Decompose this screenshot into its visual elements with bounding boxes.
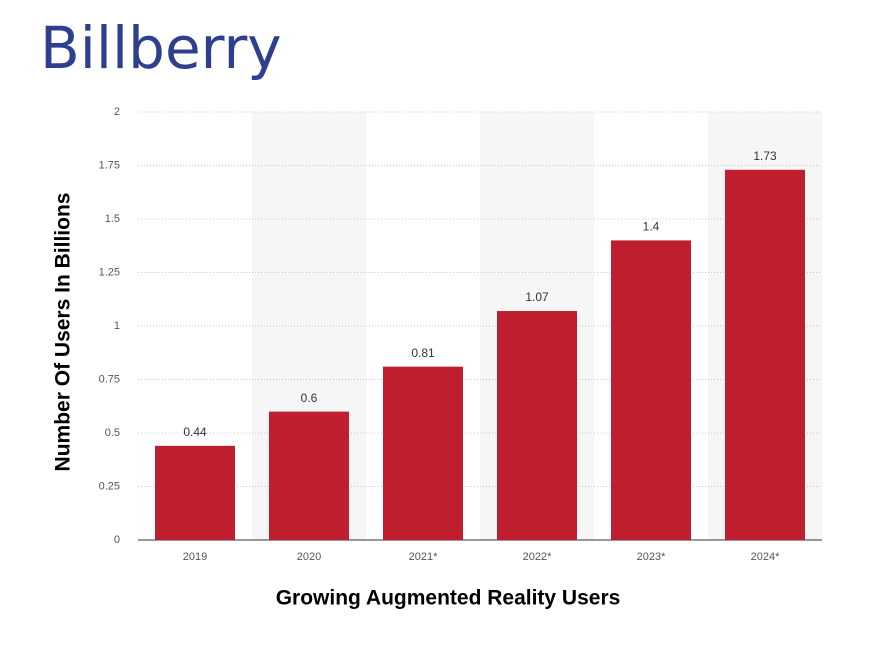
bar <box>269 411 349 540</box>
value-label: 1.4 <box>643 220 660 234</box>
bar <box>383 366 463 540</box>
x-tick-label: 2019 <box>183 551 207 563</box>
y-tick-label: 1.5 <box>105 213 120 225</box>
bar <box>725 169 805 540</box>
y-axis-title: Number Of Users In Billions <box>52 193 75 472</box>
y-tick-label: 0.25 <box>99 480 120 492</box>
x-tick-label: 2022* <box>523 551 552 563</box>
logo: Billberry <box>40 14 282 82</box>
value-label: 1.73 <box>753 149 777 163</box>
bar <box>611 240 691 540</box>
value-label: 1.07 <box>525 290 549 304</box>
x-axis-title: Growing Augmented Reality Users <box>276 587 621 610</box>
value-label: 0.6 <box>301 391 318 405</box>
x-tick-label: 2020 <box>297 551 321 563</box>
value-label: 0.81 <box>411 346 435 360</box>
value-label: 0.44 <box>183 425 207 439</box>
y-tick-label: 2 <box>114 106 120 118</box>
y-tick-label: 0.5 <box>105 427 120 439</box>
y-tick-label: 1 <box>114 320 120 332</box>
bar <box>497 311 577 540</box>
y-tick-label: 1.25 <box>99 266 120 278</box>
y-tick-label: 1.75 <box>99 159 120 171</box>
y-tick-label: 0.75 <box>99 373 120 385</box>
bar <box>155 445 235 540</box>
x-tick-label: 2021* <box>409 551 438 563</box>
y-tick-label: 0 <box>114 534 120 546</box>
x-tick-label: 2023* <box>637 551 666 563</box>
x-tick-label: 2024* <box>751 551 780 563</box>
